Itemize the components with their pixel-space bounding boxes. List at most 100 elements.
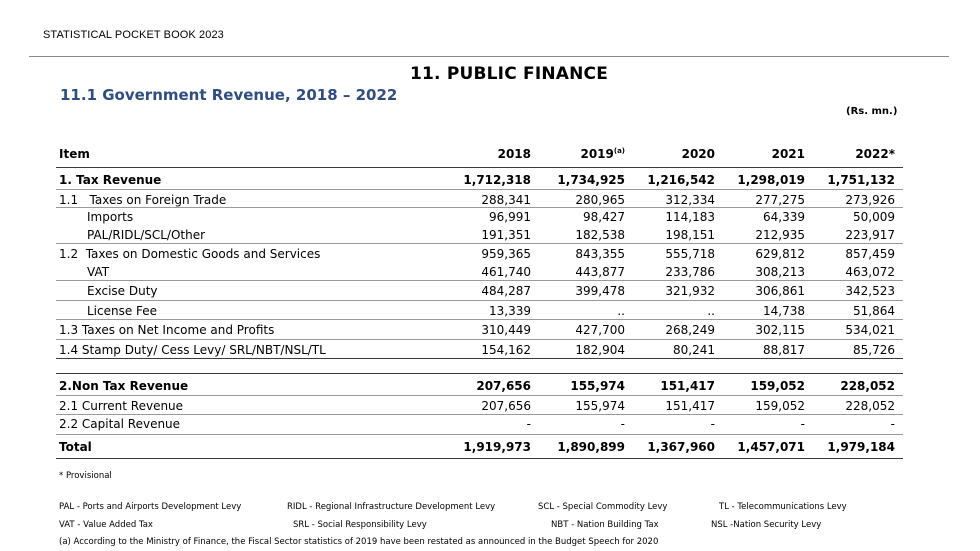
table-row: VAT 461,740 443,877 233,786 308,213 463,… — [56, 263, 903, 281]
cell: 302,115 — [755, 323, 805, 337]
cell: 321,932 — [665, 284, 715, 298]
cell: 198,151 — [665, 228, 715, 242]
cell: 310,449 — [481, 323, 531, 337]
row-label: 2.2 Capital Revenue — [59, 417, 181, 431]
cell: 151,417 — [660, 379, 715, 393]
cell: - — [890, 417, 895, 431]
cell: 85,726 — [853, 343, 895, 357]
table-rule — [56, 395, 903, 396]
cell: 64,339 — [763, 210, 805, 224]
table-rule — [56, 243, 903, 244]
table-rule — [56, 280, 903, 281]
row-label: 2.Non Tax Revenue — [59, 379, 189, 393]
table-rule — [56, 300, 903, 301]
table-row: 1.2 Taxes on Domestic Goods and Services… — [56, 245, 903, 263]
cell: - — [620, 417, 625, 431]
cell: 959,365 — [481, 247, 531, 261]
cell: 191,351 — [481, 228, 531, 242]
cell: 427,700 — [575, 323, 625, 337]
cell: 342,523 — [845, 284, 895, 298]
column-header-2020: 2020 — [681, 147, 715, 161]
cell: .. — [707, 304, 715, 318]
footnote-scl: SCL - Special Commodity Levy — [538, 502, 668, 512]
table-row: PAL/RIDL/SCL/Other 191,351 182,538 198,1… — [56, 226, 903, 244]
cell: 1,367,960 — [647, 440, 715, 454]
book-title: STATISTICAL POCKET BOOK 2023 — [43, 29, 224, 41]
table-row: 1.4 Stamp Duty/ Cess Levy/ SRL/NBT/NSL/T… — [56, 341, 903, 359]
cell: 268,249 — [665, 323, 715, 337]
cell: 50,009 — [853, 210, 895, 224]
cell: 96,991 — [489, 210, 531, 224]
cell: 228,052 — [845, 399, 895, 413]
table-rule — [56, 189, 903, 190]
cell: 461,740 — [481, 265, 531, 279]
row-label: PAL/RIDL/SCL/Other — [87, 228, 206, 242]
table-row: Excise Duty 484,287 399,478 321,932 306,… — [56, 282, 903, 300]
header-divider — [29, 56, 949, 57]
row-label: 1.1 Taxes on Foreign Trade — [59, 193, 227, 207]
cell: 14,738 — [763, 304, 805, 318]
cell: 98,427 — [583, 210, 625, 224]
cell: 1,734,925 — [557, 173, 625, 187]
table-row: License Fee 13,339 .. .. 14,738 51,864 — [56, 302, 903, 320]
column-header-item: Item — [59, 147, 90, 161]
cell: 51,864 — [853, 304, 895, 318]
cell: 228,052 — [840, 379, 895, 393]
cell: 534,021 — [845, 323, 895, 337]
superscript-a: (a) — [613, 147, 625, 155]
footnote-provisional: * Provisional — [59, 471, 112, 481]
row-label: 1.2 Taxes on Domestic Goods and Services — [59, 247, 321, 261]
row-label: Total — [59, 440, 92, 454]
row-label: Excise Duty — [87, 284, 158, 298]
table-row: 1.3 Taxes on Net Income and Profits 310,… — [56, 321, 903, 339]
table-row: 2.2 Capital Revenue - - - - - — [56, 415, 903, 433]
cell: 1,298,019 — [737, 173, 805, 187]
footnote-pal: PAL - Ports and Airports Development Lev… — [59, 502, 242, 512]
table-rule — [56, 167, 903, 168]
units-label: (Rs. mn.) — [846, 106, 898, 117]
table-rule — [56, 458, 903, 459]
cell: 277,275 — [755, 193, 805, 207]
cell: 484,287 — [481, 284, 531, 298]
cell: 1,216,542 — [647, 173, 715, 187]
cell: 463,072 — [845, 265, 895, 279]
table-row: 1. Tax Revenue 1,712,318 1,734,925 1,216… — [56, 171, 903, 189]
row-label: License Fee — [87, 304, 158, 318]
cell: 212,935 — [755, 228, 805, 242]
cell: 159,052 — [750, 379, 805, 393]
table-rule — [56, 414, 903, 415]
cell: 182,904 — [575, 343, 625, 357]
table-row: Imports 96,991 98,427 114,183 64,339 50,… — [56, 208, 903, 226]
row-label: VAT — [87, 265, 110, 279]
table-row: 2.1 Current Revenue 207,656 155,974 151,… — [56, 397, 903, 415]
cell: 1,751,132 — [827, 173, 895, 187]
footnote-ridl: RIDL - Regional Infrastructure Developme… — [287, 502, 496, 512]
cell: 555,718 — [665, 247, 715, 261]
cell: 1,712,318 — [463, 173, 531, 187]
cell: 223,917 — [845, 228, 895, 242]
cell: 1,890,899 — [557, 440, 625, 454]
footnote-srl: SRL - Social Responsibility Levy — [293, 520, 427, 530]
table-row: 2.Non Tax Revenue 207,656 155,974 151,41… — [56, 377, 903, 395]
column-header-2021: 2021 — [771, 147, 805, 161]
table-rule — [56, 207, 903, 208]
table-rule — [56, 434, 903, 435]
table-header-row: Item 2018 2019(a) 2020 2021 2022* — [56, 145, 903, 163]
cell: 857,459 — [845, 247, 895, 261]
cell: 155,974 — [570, 379, 625, 393]
row-label: 2.1 Current Revenue — [59, 399, 184, 413]
table-rule — [56, 358, 903, 359]
table-rule — [56, 319, 903, 320]
cell: 1,979,184 — [827, 440, 895, 454]
cell: 280,965 — [575, 193, 625, 207]
column-header-2018: 2018 — [497, 147, 531, 161]
cell: - — [710, 417, 715, 431]
cell: 1,919,973 — [463, 440, 531, 454]
cell: - — [800, 417, 805, 431]
cell: 308,213 — [755, 265, 805, 279]
cell: 182,538 — [575, 228, 625, 242]
footnote-note-a: (a) According to the Ministry of Finance… — [59, 537, 659, 547]
table-rule — [56, 373, 903, 374]
table-row-total: Total 1,919,973 1,890,899 1,367,960 1,45… — [56, 438, 903, 456]
cell: 1,457,071 — [737, 440, 805, 454]
